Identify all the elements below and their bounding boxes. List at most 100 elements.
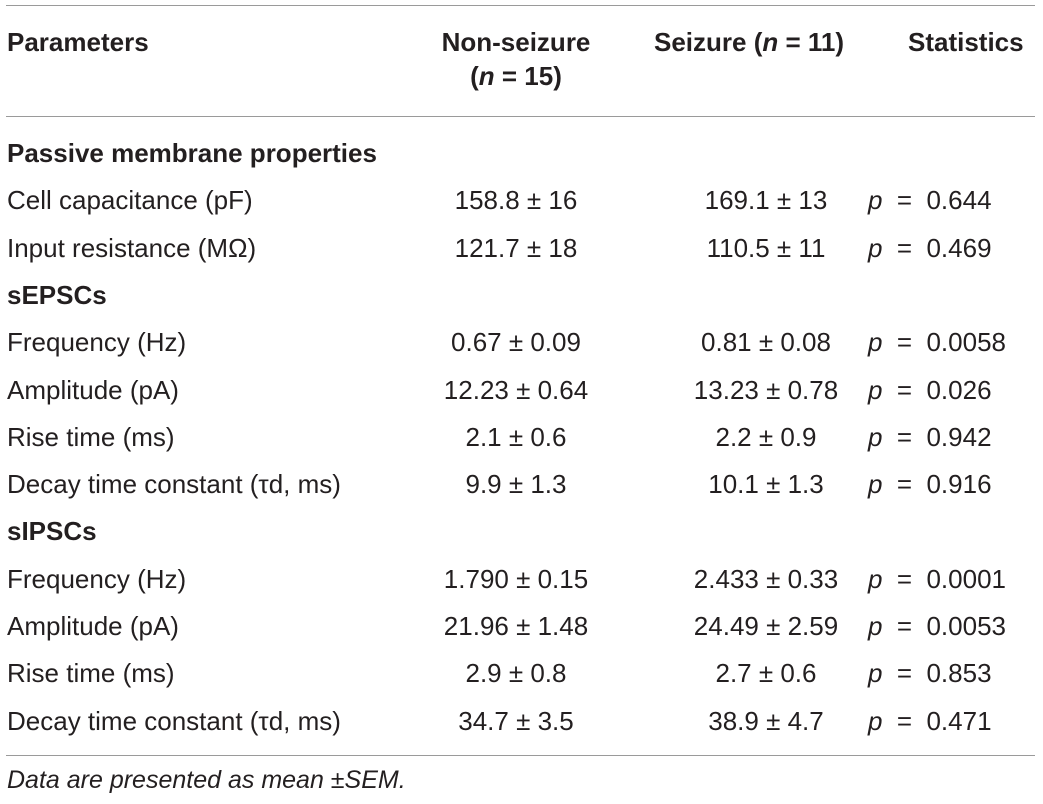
seizure-cell: 10.1 ± 1.3 [708,469,824,499]
header-rule [6,116,1035,117]
section-header-row: sIPSCs [0,508,1043,555]
non-seizure-cell: 158.8 ± 16 [454,185,578,215]
table-row: Frequency (Hz) 0.67 ± 0.09 0.81 ± 0.08 p = 0.… [0,319,1043,366]
non-seizure-n-label: n [478,61,495,91]
parameter-cell: Decay time constant (τd, ms) [7,469,341,499]
p-label: p [868,564,883,594]
section-title: Passive membrane properties [7,138,377,168]
equals-sign: = [896,233,913,263]
parameter-cell: Rise time (ms) [7,422,175,452]
p-label: p [868,611,883,641]
non-seizure-cell: 2.9 ± 0.8 [465,658,567,688]
section-title: sIPSCs [7,516,97,546]
p-label: p [868,706,883,736]
parameter-cell: Amplitude (pA) [7,611,179,641]
p-value: 0.026 [926,375,992,405]
p-value: 0.0053 [926,611,1006,641]
statistics-cell: p = 0.644 [868,177,992,224]
non-seizure-cell: 12.23 ± 0.64 [443,375,589,405]
statistics-cell: p = 0.916 [868,461,992,508]
p-value: 0.644 [926,185,992,215]
non-seizure-cell: 1.790 ± 0.15 [443,564,589,594]
p-value: 0.853 [926,658,992,688]
seizure-cell: 2.433 ± 0.33 [693,564,839,594]
table-top-rule [6,5,1035,6]
statistics-cell: p = 0.0001 [868,556,1006,603]
equals-sign: = [896,327,913,357]
seizure-cell: 2.2 ± 0.9 [715,422,817,452]
equals-sign: = [896,611,913,641]
p-value: 0.0001 [926,564,1006,594]
column-header-non-seizure: Non-seizure (n = 15) [410,25,622,93]
table-row: Decay time constant (τd, ms) 34.7 ± 3.5 38… [0,698,1043,745]
non-seizure-cell: 34.7 ± 3.5 [458,706,574,736]
parameter-cell: Decay time constant (τd, ms) [7,706,341,736]
equals-sign: = [896,469,913,499]
non-seizure-cell: 121.7 ± 18 [454,233,578,263]
equals-sign: = [896,422,913,452]
parameter-cell: Frequency (Hz) [7,564,187,594]
seizure-header-label: Seizure ( [654,27,763,57]
equals-sign: = [896,706,913,736]
parameter-cell: Amplitude (pA) [7,375,179,405]
table-row: Input resistance (MΩ) 121.7 ± 18 110.5 ± 1… [0,225,1043,272]
p-label: p [868,375,883,405]
parameter-cell: Input resistance (MΩ) [7,233,257,263]
parameter-cell: Rise time (ms) [7,658,175,688]
table-row: Decay time constant (τd, ms) 9.9 ± 1.3 10.… [0,461,1043,508]
seizure-cell: 13.23 ± 0.78 [693,375,839,405]
table-row: Amplitude (pA) 21.96 ± 1.48 24.49 ± 2.59 p =… [0,603,1043,650]
non-seizure-header-line1: Non-seizure [441,27,591,57]
statistics-cell: p = 0.942 [868,414,992,461]
column-header-parameters: Parameters [7,27,149,57]
seizure-cell: 110.5 ± 11 [706,233,826,263]
p-value: 0.942 [926,422,992,452]
p-value: 0.916 [926,469,992,499]
equals-sign: = [896,185,913,215]
statistics-cell: p = 0.853 [868,650,992,697]
table-row: Rise time (ms) 2.1 ± 0.6 2.2 ± 0.9 p = 0.942 [0,414,1043,461]
p-value: 0.469 [926,233,992,263]
parameter-cell: Frequency (Hz) [7,327,187,357]
p-label: p [868,469,883,499]
non-seizure-cell: 0.67 ± 0.09 [451,327,581,357]
equals-sign: = [896,375,913,405]
p-label: p [868,233,883,263]
seizure-cell: 24.49 ± 2.59 [693,611,839,641]
non-seizure-cell: 2.1 ± 0.6 [465,422,567,452]
table-row: Amplitude (pA) 12.23 ± 0.64 13.23 ± 0.78 p =… [0,367,1043,414]
section-header-row: sEPSCs [0,272,1043,319]
p-label: p [868,327,883,357]
p-label: p [868,185,883,215]
section-title: sEPSCs [7,280,107,310]
non-seizure-cell: 21.96 ± 1.48 [443,611,589,641]
seizure-cell: 169.1 ± 13 [704,185,828,215]
statistics-cell: p = 0.0053 [868,603,1006,650]
p-label: p [868,658,883,688]
seizure-cell: 0.81 ± 0.08 [701,327,831,357]
p-label: p [868,422,883,452]
p-value: 0.471 [926,706,992,736]
table-row: Rise time (ms) 2.9 ± 0.8 2.7 ± 0.6 p = 0.853 [0,650,1043,697]
table-row: Frequency (Hz) 1.790 ± 0.15 2.433 ± 0.33 p =… [0,556,1043,603]
table-footnote: Data are presented as mean ±SEM. [7,766,406,794]
p-value: 0.0058 [926,327,1006,357]
parameter-cell: Cell capacitance (pF) [7,185,253,215]
seizure-cell: 38.9 ± 4.7 [708,706,824,736]
statistics-cell: p = 0.469 [868,225,992,272]
table-bottom-rule [6,755,1035,756]
statistics-cell: p = 0.026 [868,367,992,414]
non-seizure-cell: 9.9 ± 1.3 [465,469,567,499]
column-header-statistics: Statistics [908,27,1024,57]
seizure-n-label: n [762,27,779,57]
equals-sign: = [896,658,913,688]
non-seizure-header-line2: (n = 15) [470,61,562,91]
seizure-n-value: = 11) [778,27,845,57]
statistics-cell: p = 0.0058 [868,319,1006,366]
table-row: Cell capacitance (pF) 158.8 ± 16 169.1 ± 1… [0,177,1043,224]
equals-sign: = [896,564,913,594]
seizure-cell: 2.7 ± 0.6 [715,658,817,688]
non-seizure-n-value: = 15) [494,61,562,91]
column-header-seizure: Seizure (n = 11) [654,25,844,59]
statistics-cell: p = 0.471 [868,698,992,745]
